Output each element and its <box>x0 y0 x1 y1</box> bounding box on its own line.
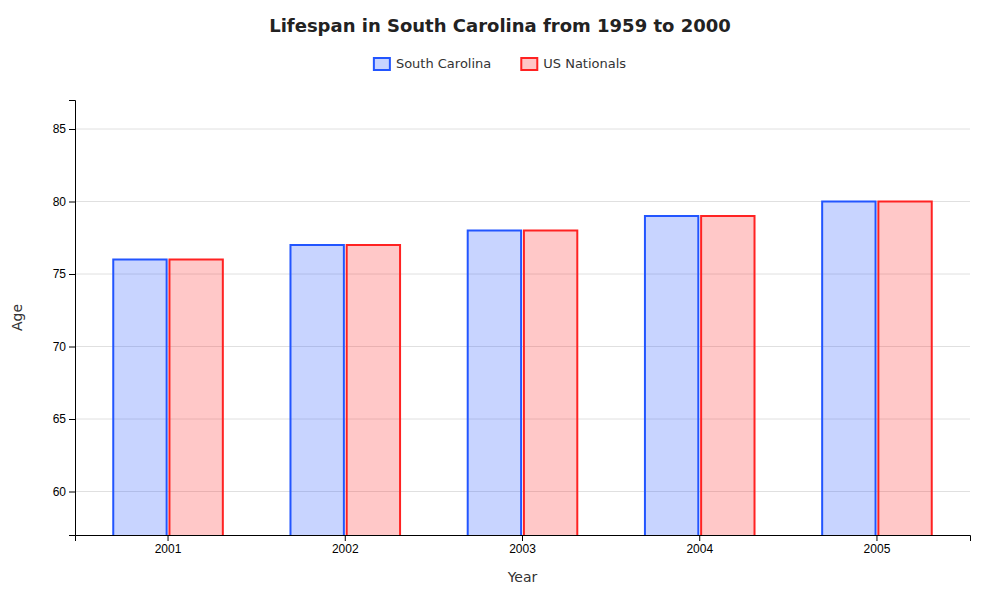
x-tick: 2002 <box>332 535 359 556</box>
legend-item: South Carolina <box>374 56 491 71</box>
tick-label: 70 <box>53 340 67 354</box>
bar <box>468 231 521 536</box>
bar <box>113 260 166 536</box>
tick-label: 85 <box>53 122 67 136</box>
grid-line <box>75 129 970 130</box>
legend-swatch <box>374 58 390 70</box>
y-tick: 75 <box>53 267 75 281</box>
bar <box>701 216 754 535</box>
tick-mark <box>876 535 877 541</box>
tick-mark <box>69 202 75 203</box>
x-tick: 2003 <box>509 535 536 556</box>
tick-label: 75 <box>53 267 67 281</box>
y-axis: 60 65 70 75 80 85 <box>53 101 76 536</box>
tick-label: 60 <box>53 485 67 499</box>
tick-label: 2004 <box>686 542 713 556</box>
y-tick: 80 <box>53 195 75 209</box>
y-axis-title: Age <box>9 304 25 331</box>
legend-label: US Nationals <box>543 56 626 71</box>
bar <box>347 245 400 535</box>
tick-mark <box>69 129 75 130</box>
legend-swatch <box>521 58 537 70</box>
axis-line <box>76 536 971 542</box>
bar <box>878 202 931 536</box>
tick-label: 2003 <box>509 542 536 556</box>
tick-label: 80 <box>53 195 67 209</box>
y-tick: 70 <box>53 340 75 354</box>
x-tick: 2005 <box>864 535 891 556</box>
bar <box>290 245 343 535</box>
tick-mark <box>69 419 75 420</box>
y-tick: 85 <box>53 122 75 136</box>
tick-label: 2001 <box>155 542 182 556</box>
bar-series <box>113 202 875 536</box>
legend-item: US Nationals <box>521 56 626 71</box>
tick-mark <box>69 274 75 275</box>
bar <box>524 231 577 536</box>
plot-area: 60 65 70 75 80 85 2001 2002 2003 2004 2005 <box>53 101 971 600</box>
legend: South Carolina US Nationals <box>374 56 626 71</box>
tick-label: 2005 <box>864 542 891 556</box>
y-tick: 65 <box>53 412 75 426</box>
bar-series <box>169 202 931 536</box>
tick-label: 65 <box>53 412 67 426</box>
tick-mark <box>699 535 700 541</box>
tick-mark <box>69 492 75 493</box>
bar <box>822 202 875 536</box>
x-tick: 2004 <box>686 535 713 556</box>
tick-mark <box>69 347 75 348</box>
tick-mark <box>345 535 346 541</box>
axis-line <box>69 101 76 536</box>
legend-label: South Carolina <box>396 56 491 71</box>
x-axis: 2001 2002 2003 2004 2005 <box>76 535 971 556</box>
x-axis-title: Year <box>507 569 538 585</box>
title: Lifespan in South Carolina from 1959 to … <box>269 15 731 36</box>
bar <box>169 260 222 536</box>
tick-mark <box>522 535 523 541</box>
tick-mark <box>168 535 169 541</box>
y-tick: 60 <box>53 485 75 499</box>
chart: 60 65 70 75 80 85 2001 2002 2003 2004 2005 Year Age L… <box>0 0 1000 600</box>
tick-label: 2002 <box>332 542 359 556</box>
bar <box>645 216 698 535</box>
x-tick: 2001 <box>155 535 182 556</box>
bars <box>113 202 931 536</box>
